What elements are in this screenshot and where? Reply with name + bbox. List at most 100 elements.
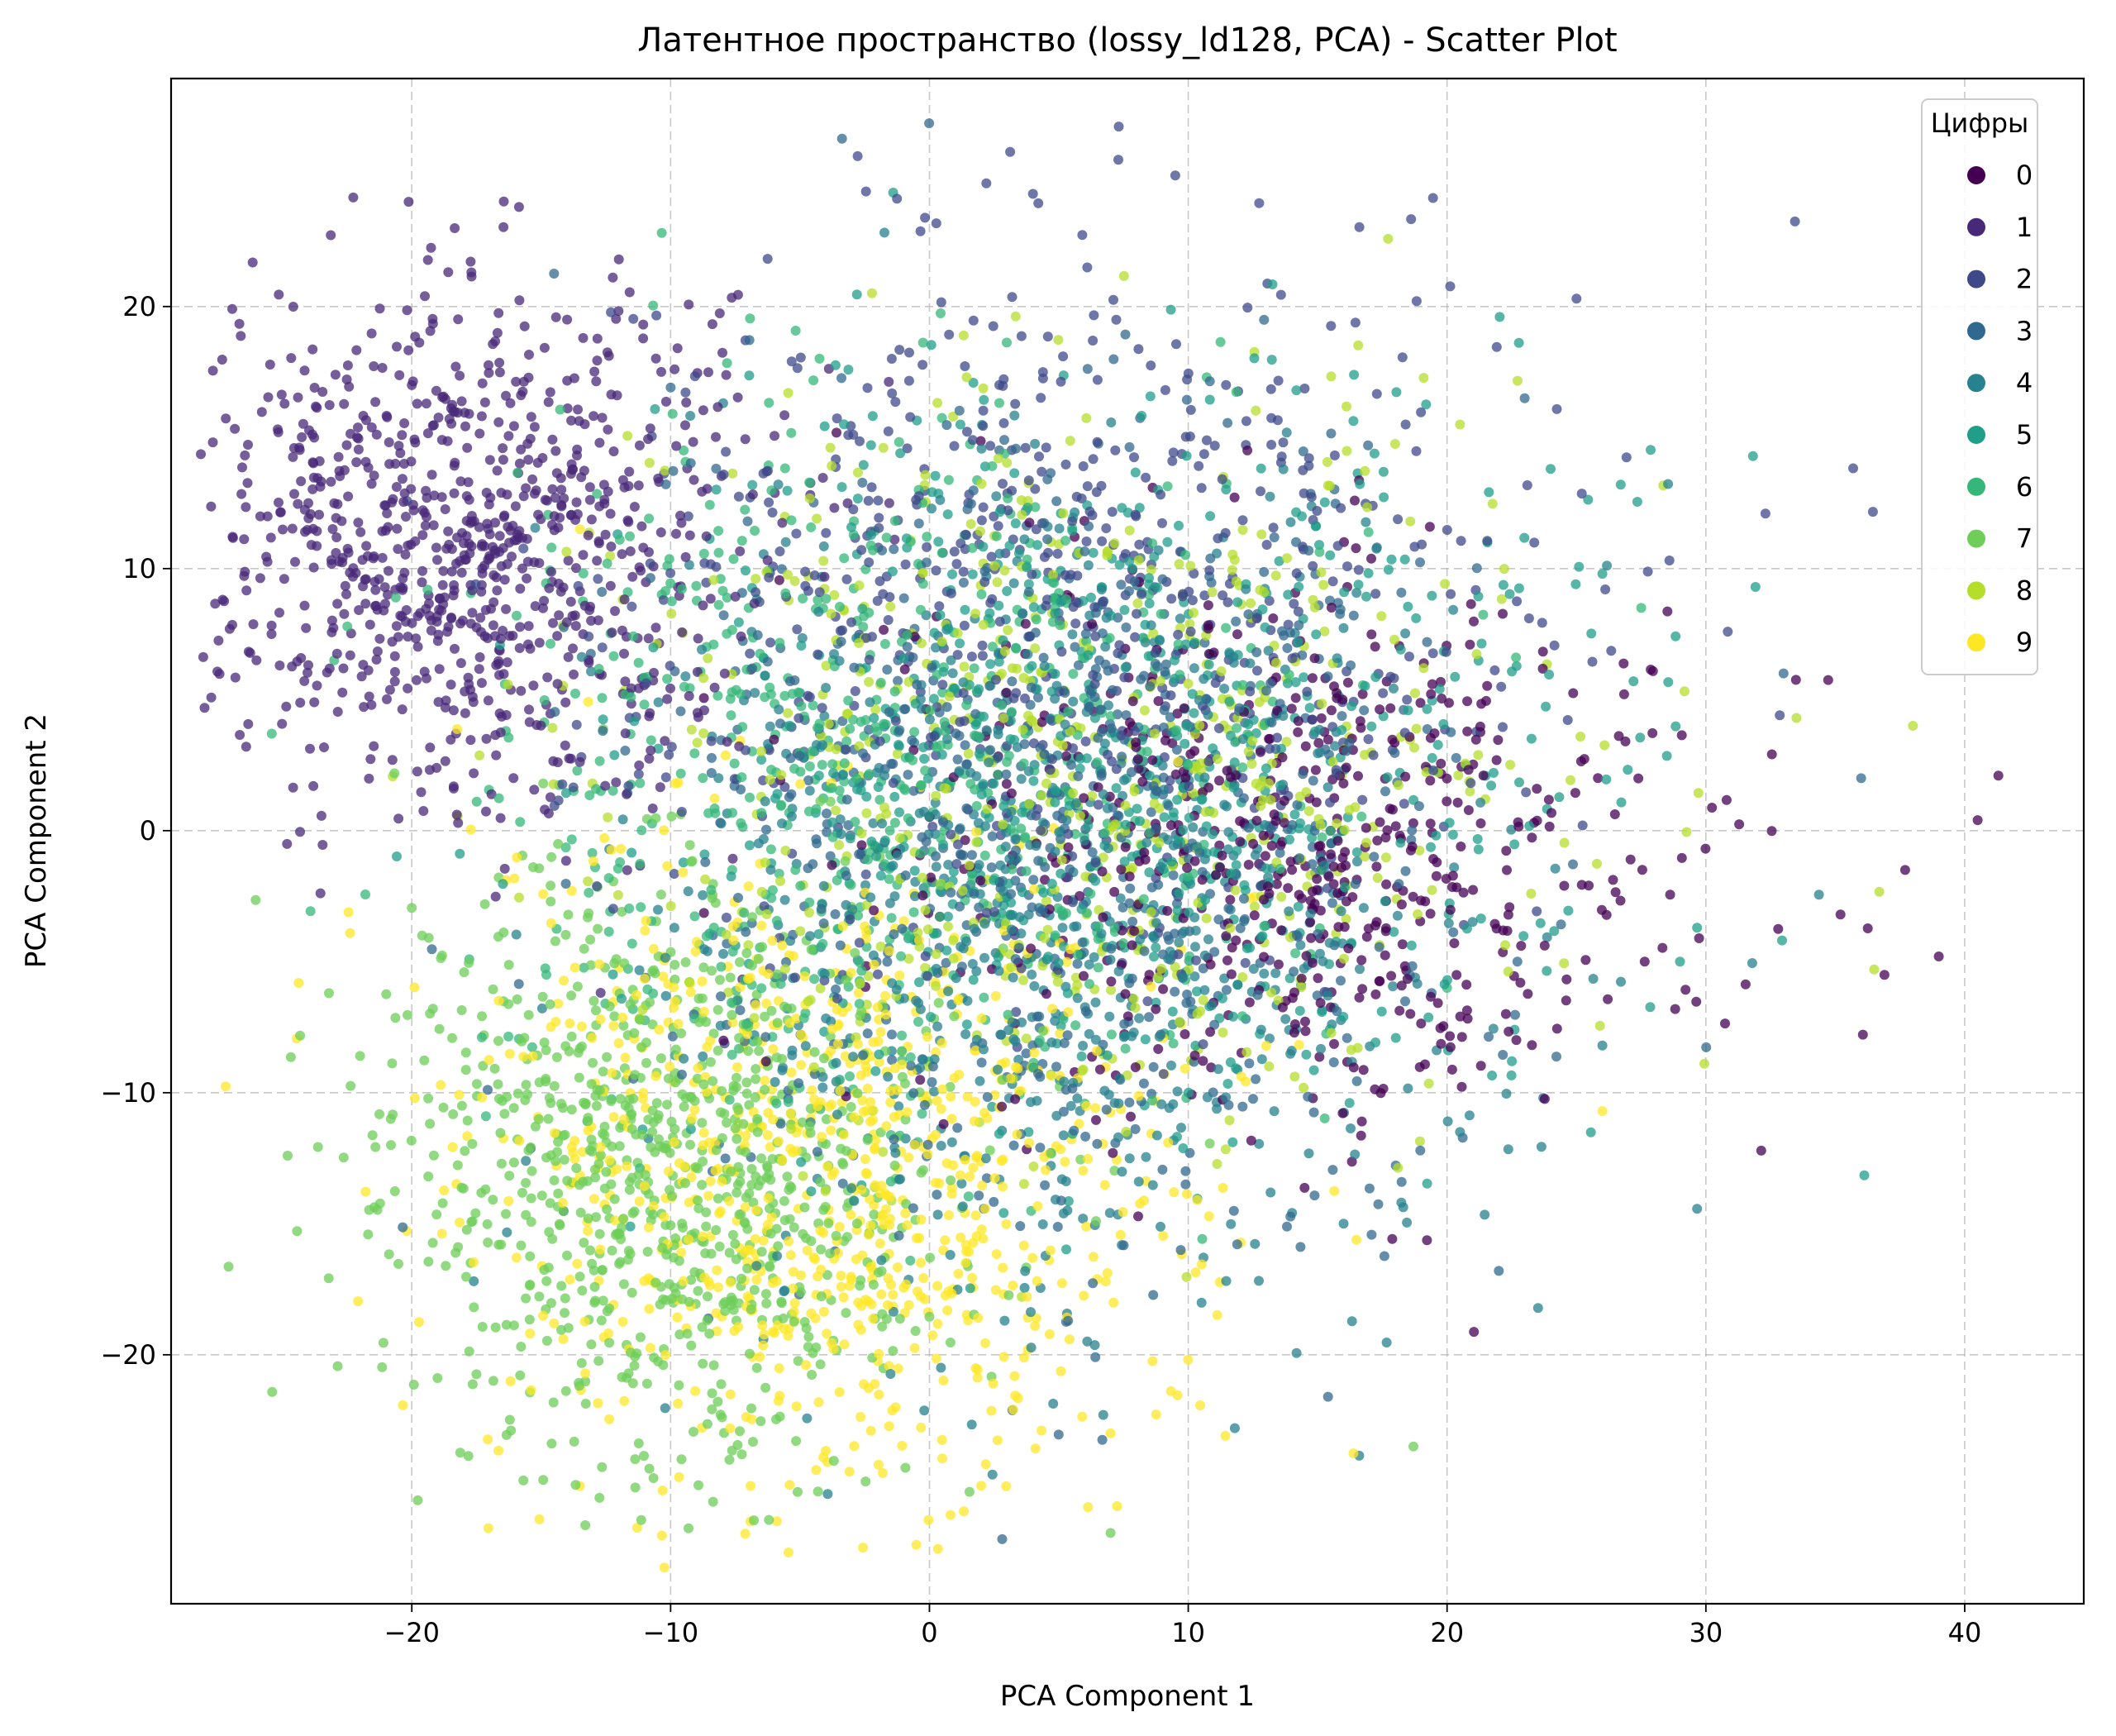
data-point-digit-7 [551,1052,562,1062]
data-point-digit-2 [762,254,773,265]
data-point-digit-1 [620,676,631,687]
data-point-digit-9 [885,1097,896,1108]
data-point-digit-4 [1346,1316,1357,1327]
data-point-digit-1 [390,459,401,469]
data-point-digit-9 [1001,1219,1012,1229]
data-point-digit-9 [799,971,810,981]
data-point-digit-3 [1322,1391,1333,1402]
data-point-digit-8 [1699,1058,1709,1069]
data-point-digit-6 [728,554,739,565]
data-point-digit-2 [1107,756,1117,767]
data-point-digit-3 [1407,961,1418,971]
data-point-digit-9 [580,1368,591,1379]
data-point-digit-0 [1523,989,1533,999]
data-point-digit-7 [779,1195,789,1206]
data-point-digit-9 [838,1129,849,1140]
data-point-digit-7 [693,1163,703,1174]
data-point-digit-1 [622,865,632,875]
data-point-digit-0 [1299,1182,1310,1193]
data-point-digit-5 [979,461,990,472]
data-point-digit-5 [1363,568,1374,579]
data-point-digit-2 [1141,472,1151,483]
data-point-digit-5 [1342,812,1353,823]
data-point-digit-5 [1178,1143,1189,1153]
data-point-digit-0 [1283,883,1294,894]
data-point-digit-4 [1084,1028,1094,1039]
data-point-digit-3 [1413,801,1424,812]
data-point-digit-1 [611,777,622,788]
data-point-digit-2 [874,513,884,523]
data-point-digit-1 [721,370,732,380]
data-point-digit-8 [1192,1009,1203,1019]
data-point-digit-5 [1190,1040,1201,1051]
data-point-digit-4 [1124,1153,1135,1164]
data-point-digit-4 [1542,932,1552,942]
data-point-digit-1 [527,474,538,484]
data-point-digit-7 [841,1308,851,1319]
data-point-digit-0 [1425,818,1436,829]
data-point-digit-2 [1011,1007,1022,1018]
data-point-digit-1 [688,436,698,447]
data-point-digit-3 [1422,724,1432,734]
data-point-digit-7 [464,957,474,968]
data-point-digit-0 [1358,1065,1369,1075]
data-point-digit-3 [1181,394,1192,405]
data-point-digit-1 [571,563,581,574]
data-point-digit-8 [723,987,734,998]
data-point-digit-3 [984,680,995,691]
data-point-digit-2 [962,427,972,437]
data-point-digit-5 [1297,511,1307,522]
data-point-digit-7 [577,1285,588,1296]
data-point-digit-3 [1124,441,1135,452]
data-point-digit-0 [1637,865,1647,875]
data-point-digit-9 [785,1108,796,1118]
data-point-digit-1 [247,257,258,268]
data-point-digit-7 [425,1118,436,1129]
data-point-digit-7 [448,1109,459,1119]
data-point-digit-1 [332,498,343,509]
data-point-digit-8 [948,411,959,422]
data-point-digit-5 [1422,1178,1432,1189]
data-point-digit-3 [1130,1123,1141,1134]
data-point-digit-4 [1250,1238,1261,1249]
data-point-digit-9 [546,1022,556,1033]
data-point-digit-6 [709,804,720,813]
data-point-digit-8 [1075,810,1085,821]
data-point-digit-9 [1218,1183,1228,1193]
data-point-digit-9 [1597,1106,1608,1116]
data-point-digit-8 [708,575,719,585]
data-point-digit-1 [288,782,298,793]
data-point-digit-0 [1268,613,1279,623]
data-point-digit-7 [594,1492,605,1503]
data-point-digit-8 [970,608,981,619]
data-point-digit-8 [1184,618,1195,629]
data-point-digit-6 [1325,826,1336,837]
data-point-digit-7 [1075,1154,1086,1165]
data-point-digit-0 [1790,675,1801,685]
data-point-digit-4 [819,711,830,722]
data-point-digit-8 [1139,705,1150,716]
data-point-digit-7 [743,1046,754,1056]
data-point-digit-7 [741,1077,752,1088]
data-point-digit-2 [1621,452,1632,463]
data-point-digit-5 [1670,721,1681,732]
data-point-digit-5 [1172,794,1183,805]
data-point-digit-1 [371,429,382,440]
data-point-digit-0 [1356,1116,1367,1127]
data-point-digit-8 [727,468,738,479]
data-point-digit-2 [978,421,989,432]
data-point-digit-0 [1260,851,1270,861]
data-point-digit-6 [624,904,635,913]
data-point-digit-4 [1318,956,1328,966]
data-point-digit-1 [552,679,563,689]
data-point-digit-9 [962,1091,973,1102]
data-point-digit-5 [1227,1137,1238,1147]
data-point-digit-2 [1261,540,1272,550]
data-point-digit-9 [1090,1103,1101,1114]
data-point-digit-1 [446,418,457,429]
data-point-digit-1 [589,366,600,377]
data-point-digit-7 [765,1228,776,1239]
data-point-digit-2 [875,576,885,586]
data-point-digit-0 [1436,758,1446,769]
data-point-digit-8 [1184,964,1194,975]
